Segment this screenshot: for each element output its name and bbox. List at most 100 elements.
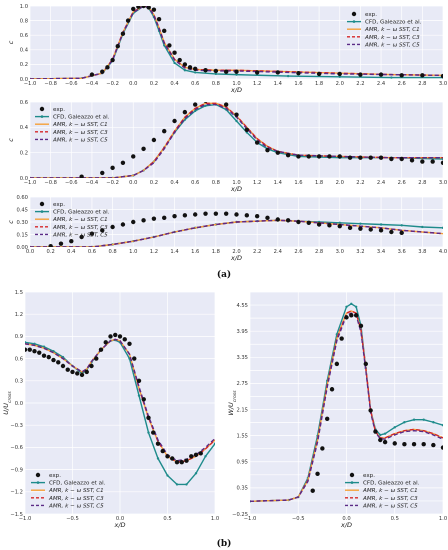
x-tick-label: 0.2 (150, 180, 158, 186)
x-axis-label: x/D (230, 86, 242, 94)
cfd-marker (175, 483, 179, 486)
legend-label: AMR, k − ω SST, C1 (364, 27, 420, 33)
legend: exp.CFD, Galeazzo et al.AMR, k − ω SST, … (31, 472, 106, 509)
x-tick-label: −0.4 (86, 81, 99, 87)
x-tick-label: 3.8 (418, 249, 426, 255)
x-tick-label: 0.8 (108, 249, 116, 255)
x-tick-label: 2.4 (377, 81, 386, 87)
cfd-marker (194, 109, 197, 113)
y-tick-label: 1.0 (20, 4, 28, 10)
exp-point (141, 146, 146, 152)
cfd-marker (33, 342, 36, 345)
y-tick-label: 1.5 (15, 290, 23, 296)
x-tick-label: 0.2 (47, 249, 55, 255)
cfd-marker (422, 418, 425, 421)
exp-point (337, 154, 342, 159)
exp-point (368, 408, 373, 413)
x-tick-label: 1.8 (315, 180, 323, 186)
exp-point (203, 211, 208, 216)
exp-point (389, 229, 394, 235)
exp-point (122, 337, 127, 342)
x-tick-label: 0.0 (26, 249, 34, 255)
x-tick-label: 2.0 (336, 180, 344, 186)
x-tick-label: 1.6 (294, 81, 302, 87)
cfd-marker (379, 433, 382, 437)
y-tick-label: 1.2 (15, 312, 23, 318)
legend-marker (40, 115, 44, 118)
legend: exp.CFD, Galeazzo et al.AMR, k − ω SST, … (35, 106, 110, 143)
exp-point (117, 334, 123, 339)
exp-point (334, 361, 340, 367)
exp-point (125, 18, 131, 23)
exp-point (89, 363, 94, 369)
exp-point (136, 378, 142, 383)
cfd-marker (441, 424, 443, 427)
x-tick-label: 2.8 (418, 81, 426, 87)
exp-point (275, 150, 280, 155)
exp-point (315, 471, 320, 477)
legend-marker (352, 20, 356, 23)
cfd-marker (432, 421, 435, 424)
x-tick-label: 0.0 (116, 516, 124, 522)
cfd-marker (147, 431, 150, 434)
exp-point (285, 218, 291, 223)
exp-point (430, 159, 435, 164)
legend-label: AMR, k − ω SST, C1 (48, 488, 104, 494)
exp-point (223, 211, 229, 216)
x-tick-label: 1.0 (211, 516, 219, 522)
exp-point (234, 69, 239, 74)
y-axis-label: c (7, 138, 15, 142)
chart-panel-5: −1.0 −0.5 0.0 0.5 1.0 −0.25 0.35 0.95 1.55 2.15 2.… (227, 291, 447, 529)
y-tick-label: 0.2 (20, 150, 28, 156)
cfd-marker (335, 333, 339, 336)
exp-point (120, 31, 126, 36)
exp-point (146, 415, 151, 420)
cfd-marker (204, 455, 207, 458)
exp-point (100, 228, 105, 233)
legend-marker (36, 481, 40, 484)
exp-point (48, 243, 53, 247)
exp-point (353, 313, 359, 318)
exp-point (115, 43, 120, 49)
exp-point (193, 452, 199, 457)
legend-label: AMR, k − ω SST, C1 (52, 217, 108, 223)
x-tick-label: 0.4 (170, 81, 179, 87)
x-tick-label: 2.6 (398, 180, 406, 186)
exp-point (203, 68, 208, 73)
exp-point (254, 70, 260, 75)
series-group (250, 302, 443, 503)
exp-point (213, 211, 219, 216)
exp-point (389, 156, 394, 162)
exp-point (420, 159, 425, 164)
y-tick-label: −1.2 (10, 490, 23, 496)
exp-point (89, 72, 95, 77)
x-tick-label: 1.0 (129, 249, 137, 255)
exp-point (399, 230, 404, 236)
exp-point (399, 156, 404, 162)
y-tick-label: 0.15 (16, 232, 28, 238)
y-tick-label: 0.0 (15, 401, 23, 407)
exp-point (347, 155, 353, 160)
x-tick-label: −0.8 (44, 81, 57, 87)
exp-point (265, 147, 270, 153)
exp-point (440, 160, 443, 165)
exp-point (187, 65, 193, 70)
exp-point (368, 155, 373, 160)
exp-point (120, 222, 126, 227)
x-tick-label: −1.0 (19, 516, 32, 522)
exp-point (70, 369, 75, 375)
exp-point (431, 442, 436, 448)
exp-point (25, 347, 28, 352)
legend-marker (39, 201, 45, 207)
legend-label: AMR, k − ω SST, C5 (52, 232, 108, 238)
exp-point (358, 155, 363, 160)
legend-label: AMR, k − ω SST, C5 (362, 503, 418, 509)
y-axis-label: c (7, 220, 15, 224)
cfd-marker (235, 119, 238, 123)
x-tick-label: 2.6 (398, 81, 406, 87)
exp-point (337, 71, 342, 77)
legend-marker (350, 481, 354, 484)
x-tick-label: −0.6 (65, 180, 78, 186)
exp-point (151, 7, 157, 12)
cfd-marker (338, 75, 341, 79)
